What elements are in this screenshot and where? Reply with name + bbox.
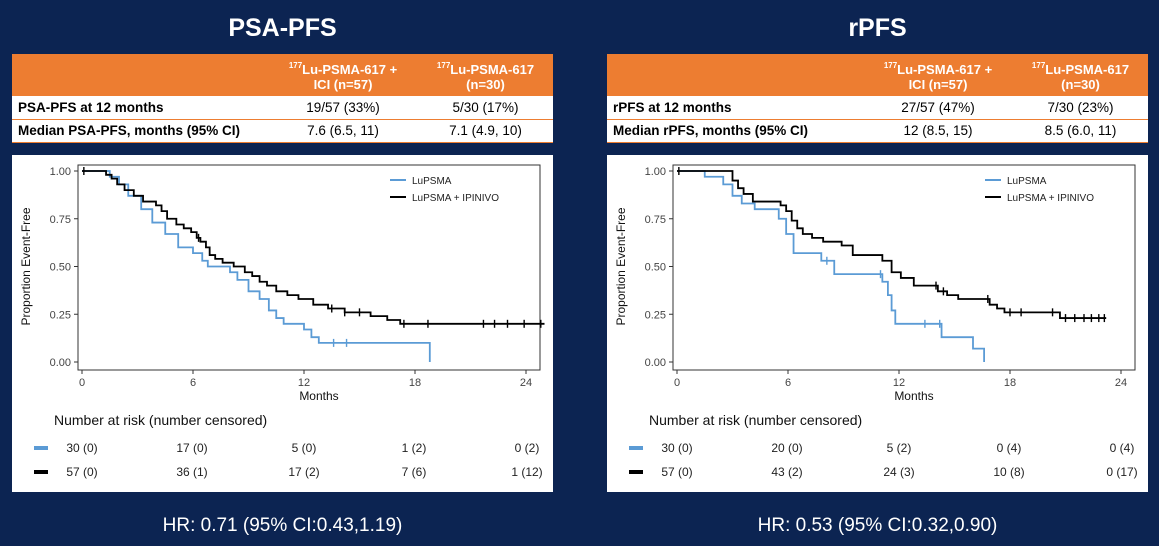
table-header-row: 177Lu-PSMA-617 + ICI (n=57) 177Lu-PSMA-61… bbox=[12, 54, 553, 96]
legend-label: LuPSMA bbox=[1007, 176, 1047, 187]
series-line-lupsma bbox=[82, 170, 431, 362]
table-header-combo: 177Lu-PSMA-617 + ICI (n=57) bbox=[863, 54, 1013, 96]
risk-cell: 0 (4) bbox=[997, 441, 1022, 455]
x-tick-label: 12 bbox=[298, 377, 310, 389]
x-tick-label: 0 bbox=[674, 377, 680, 389]
summary-table: 177Lu-PSMA-617 + ICI (n=57) 177Lu-PSMA-61… bbox=[607, 54, 1148, 143]
series-line-combo bbox=[82, 170, 545, 325]
summary-table: 177Lu-PSMA-617 + ICI (n=57) 177Lu-PSMA-61… bbox=[12, 54, 553, 143]
table-header-blank bbox=[607, 54, 863, 96]
table-row: Median rPFS, months (95% CI) 12 (8.5, 15… bbox=[607, 119, 1148, 143]
panel-rpfs: rPFS 177Lu-PSMA-617 + ICI (n=57) 177Lu-PS… bbox=[607, 0, 1148, 546]
x-tick-label: 0 bbox=[79, 377, 85, 389]
table-header-mono: 177Lu-PSMA-617 (n=30) bbox=[1013, 54, 1148, 96]
cell-value: 5/30 (17%) bbox=[418, 96, 553, 120]
x-tick-label: 12 bbox=[893, 377, 905, 389]
risk-table-title: Number at risk (number censored) bbox=[649, 412, 862, 428]
risk-cell: 10 (8) bbox=[993, 465, 1024, 479]
y-tick-label: 0.75 bbox=[50, 214, 71, 226]
row-label: Median PSA-PFS, months (95% CI) bbox=[12, 119, 268, 143]
risk-cell: 20 (0) bbox=[771, 441, 802, 455]
x-tick-label: 24 bbox=[520, 377, 532, 389]
risk-cell: 5 (2) bbox=[887, 441, 912, 455]
legend-label: LuPSMA + IPINIVO bbox=[1007, 193, 1094, 204]
table-header-combo: 177Lu-PSMA-617 + ICI (n=57) bbox=[268, 54, 418, 96]
y-tick-label: 0.50 bbox=[645, 262, 666, 274]
cell-value: 12 (8.5, 15) bbox=[863, 119, 1013, 143]
km-plot-box: 0.00 0.25 0.50 0.75 1.00 0 6 12 18 24 Months Propor… bbox=[607, 155, 1148, 492]
risk-cell: 7 (6) bbox=[402, 465, 427, 479]
y-tick-label: 1.00 bbox=[50, 166, 71, 178]
cell-value: 27/57 (47%) bbox=[863, 96, 1013, 120]
cell-value: 7/30 (23%) bbox=[1013, 96, 1148, 120]
series-line-combo bbox=[677, 170, 1107, 319]
km-chart: 0.00 0.25 0.50 0.75 1.00 0 6 12 18 24 Months Propor… bbox=[19, 164, 545, 479]
cell-value: 7.6 (6.5, 11) bbox=[268, 119, 418, 143]
risk-cell: 30 (0) bbox=[66, 441, 97, 455]
risk-cell: 0 (2) bbox=[515, 441, 540, 455]
y-tick-label: 0.25 bbox=[50, 309, 71, 321]
panel-title: rPFS bbox=[848, 14, 907, 42]
cell-value: 19/57 (33%) bbox=[268, 96, 418, 120]
x-tick-label: 6 bbox=[190, 377, 196, 389]
risk-cell: 24 (3) bbox=[883, 465, 914, 479]
table-header-blank bbox=[12, 54, 268, 96]
y-tick-label: 0.50 bbox=[50, 262, 71, 274]
risk-cell: 0 (4) bbox=[1110, 441, 1135, 455]
table-row: Median PSA-PFS, months (95% CI) 7.6 (6.5… bbox=[12, 119, 553, 143]
table-row: PSA-PFS at 12 months 19/57 (33%) 5/30 (1… bbox=[12, 96, 553, 120]
risk-cell: 5 (0) bbox=[292, 441, 317, 455]
y-tick-label: 1.00 bbox=[645, 166, 666, 178]
row-label: rPFS at 12 months bbox=[607, 96, 863, 120]
y-tick-label: 0.75 bbox=[645, 214, 666, 226]
y-tick-label: 0.25 bbox=[645, 309, 666, 321]
hazard-ratio: HR: 0.53 (95% CI:0.32,0.90) bbox=[757, 515, 998, 536]
y-axis-label: Proportion Event-Free bbox=[19, 207, 33, 325]
risk-cell: 1 (2) bbox=[402, 441, 427, 455]
row-label: PSA-PFS at 12 months bbox=[12, 96, 268, 120]
y-tick-label: 0.00 bbox=[50, 357, 71, 369]
x-tick-label: 18 bbox=[1004, 377, 1016, 389]
risk-cell: 57 (0) bbox=[661, 465, 692, 479]
table-header-mono: 177Lu-PSMA-617 (n=30) bbox=[418, 54, 553, 96]
risk-cell: 0 (17) bbox=[1106, 465, 1137, 479]
risk-cell: 30 (0) bbox=[661, 441, 692, 455]
x-axis-label: Months bbox=[299, 389, 338, 403]
panel-psa-pfs: PSA-PFS 177Lu-PSMA-617 + ICI (n=57) 177Lu… bbox=[12, 0, 553, 546]
y-axis-label: Proportion Event-Free bbox=[614, 207, 628, 325]
km-plot-box: 0.00 0.25 0.50 0.75 1.00 0 6 12 18 24 Months Propor… bbox=[12, 155, 553, 492]
panel-title: PSA-PFS bbox=[228, 14, 337, 42]
cell-value: 8.5 (6.0, 11) bbox=[1013, 119, 1148, 143]
risk-cell: 17 (0) bbox=[176, 441, 207, 455]
risk-table-title: Number at risk (number censored) bbox=[54, 412, 267, 428]
table-row: rPFS at 12 months 27/57 (47%) 7/30 (23%) bbox=[607, 96, 1148, 120]
row-label: Median rPFS, months (95% CI) bbox=[607, 119, 863, 143]
x-axis-label: Months bbox=[894, 389, 933, 403]
y-tick-label: 0.00 bbox=[645, 357, 666, 369]
cell-value: 7.1 (4.9, 10) bbox=[418, 119, 553, 143]
plot-frame bbox=[672, 164, 1136, 371]
km-chart: 0.00 0.25 0.50 0.75 1.00 0 6 12 18 24 Months Propor… bbox=[614, 164, 1138, 479]
x-tick-label: 6 bbox=[785, 377, 791, 389]
risk-cell: 1 (12) bbox=[511, 465, 542, 479]
risk-cell: 43 (2) bbox=[771, 465, 802, 479]
risk-cell: 17 (2) bbox=[288, 465, 319, 479]
x-tick-label: 24 bbox=[1115, 377, 1127, 389]
risk-cell: 57 (0) bbox=[66, 465, 97, 479]
x-tick-label: 18 bbox=[409, 377, 421, 389]
table-header-row: 177Lu-PSMA-617 + ICI (n=57) 177Lu-PSMA-61… bbox=[607, 54, 1148, 96]
hazard-ratio: HR: 0.71 (95% CI:0.43,1.19) bbox=[162, 515, 403, 536]
legend-label: LuPSMA bbox=[412, 176, 452, 187]
series-line-lupsma bbox=[677, 170, 985, 362]
legend-label: LuPSMA + IPINIVO bbox=[412, 193, 499, 204]
plot-frame bbox=[77, 164, 541, 371]
risk-cell: 36 (1) bbox=[176, 465, 207, 479]
